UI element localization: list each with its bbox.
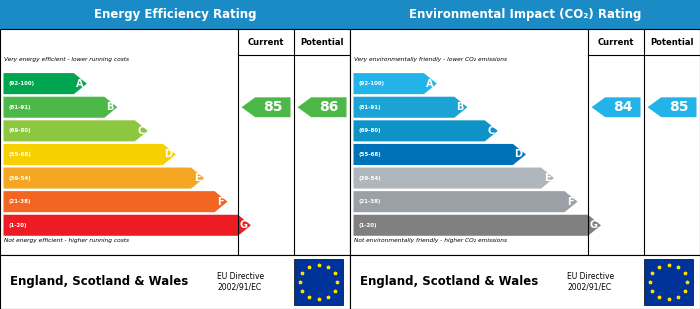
Polygon shape: [354, 120, 498, 142]
Bar: [294, 259, 343, 305]
Text: EU Directive
2002/91/EC: EU Directive 2002/91/EC: [567, 272, 614, 292]
Text: (1-20): (1-20): [358, 223, 377, 228]
Text: Very environmentally friendly - lower CO₂ emissions: Very environmentally friendly - lower CO…: [354, 57, 507, 61]
Text: (1-20): (1-20): [8, 223, 27, 228]
Polygon shape: [4, 97, 118, 118]
Text: D: D: [514, 150, 522, 159]
Text: (92-100): (92-100): [8, 81, 35, 86]
Text: A: A: [426, 78, 433, 89]
Text: (55-68): (55-68): [8, 152, 32, 157]
Polygon shape: [354, 191, 578, 212]
Text: F: F: [568, 197, 574, 207]
Text: (39-54): (39-54): [358, 176, 382, 180]
Text: D: D: [164, 150, 172, 159]
Text: E: E: [544, 173, 551, 183]
Text: G: G: [239, 220, 248, 230]
Text: England, Scotland & Wales: England, Scotland & Wales: [360, 275, 539, 289]
Bar: [644, 259, 693, 305]
Polygon shape: [354, 144, 526, 165]
Polygon shape: [354, 215, 601, 236]
Text: B: B: [106, 102, 114, 112]
Text: G: G: [589, 220, 598, 230]
Text: Environmental Impact (CO₂) Rating: Environmental Impact (CO₂) Rating: [409, 8, 641, 21]
Bar: [350, 29, 700, 255]
Text: C: C: [487, 126, 494, 136]
Polygon shape: [354, 97, 468, 118]
Text: England, Scotland & Wales: England, Scotland & Wales: [10, 275, 189, 289]
Text: B: B: [456, 102, 464, 112]
Text: F: F: [218, 197, 224, 207]
Text: Not energy efficient - higher running costs: Not energy efficient - higher running co…: [4, 238, 129, 243]
Text: (69-80): (69-80): [8, 128, 32, 133]
Polygon shape: [648, 97, 696, 117]
Text: 85: 85: [669, 100, 689, 114]
Polygon shape: [354, 73, 437, 94]
Polygon shape: [592, 97, 640, 117]
Text: E: E: [194, 173, 201, 183]
Text: Potential: Potential: [300, 38, 344, 47]
Bar: [0, 29, 350, 255]
Polygon shape: [4, 144, 176, 165]
Polygon shape: [241, 97, 290, 117]
Text: 84: 84: [613, 100, 633, 114]
Text: (81-91): (81-91): [8, 105, 32, 110]
Text: (21-38): (21-38): [8, 199, 32, 204]
Text: Energy Efficiency Rating: Energy Efficiency Rating: [94, 8, 256, 21]
Polygon shape: [4, 73, 87, 94]
Text: EU Directive
2002/91/EC: EU Directive 2002/91/EC: [217, 272, 264, 292]
Text: C: C: [137, 126, 144, 136]
Text: (55-68): (55-68): [358, 152, 382, 157]
Bar: [0, 0, 350, 29]
Text: (21-38): (21-38): [358, 199, 382, 204]
Polygon shape: [354, 167, 554, 188]
Text: Current: Current: [248, 38, 284, 47]
Text: 85: 85: [263, 100, 283, 114]
Text: Potential: Potential: [650, 38, 694, 47]
Polygon shape: [4, 120, 148, 142]
Text: A: A: [76, 78, 83, 89]
Text: (69-80): (69-80): [358, 128, 382, 133]
Polygon shape: [4, 215, 251, 236]
Text: (81-91): (81-91): [358, 105, 382, 110]
Text: (39-54): (39-54): [8, 176, 32, 180]
Polygon shape: [4, 191, 228, 212]
Polygon shape: [298, 97, 346, 117]
Polygon shape: [4, 167, 204, 188]
Bar: [350, 0, 700, 29]
Text: Not environmentally friendly - higher CO₂ emissions: Not environmentally friendly - higher CO…: [354, 238, 507, 243]
Text: 86: 86: [319, 100, 339, 114]
Text: Very energy efficient - lower running costs: Very energy efficient - lower running co…: [4, 57, 129, 61]
Text: (92-100): (92-100): [358, 81, 385, 86]
Text: Current: Current: [598, 38, 634, 47]
